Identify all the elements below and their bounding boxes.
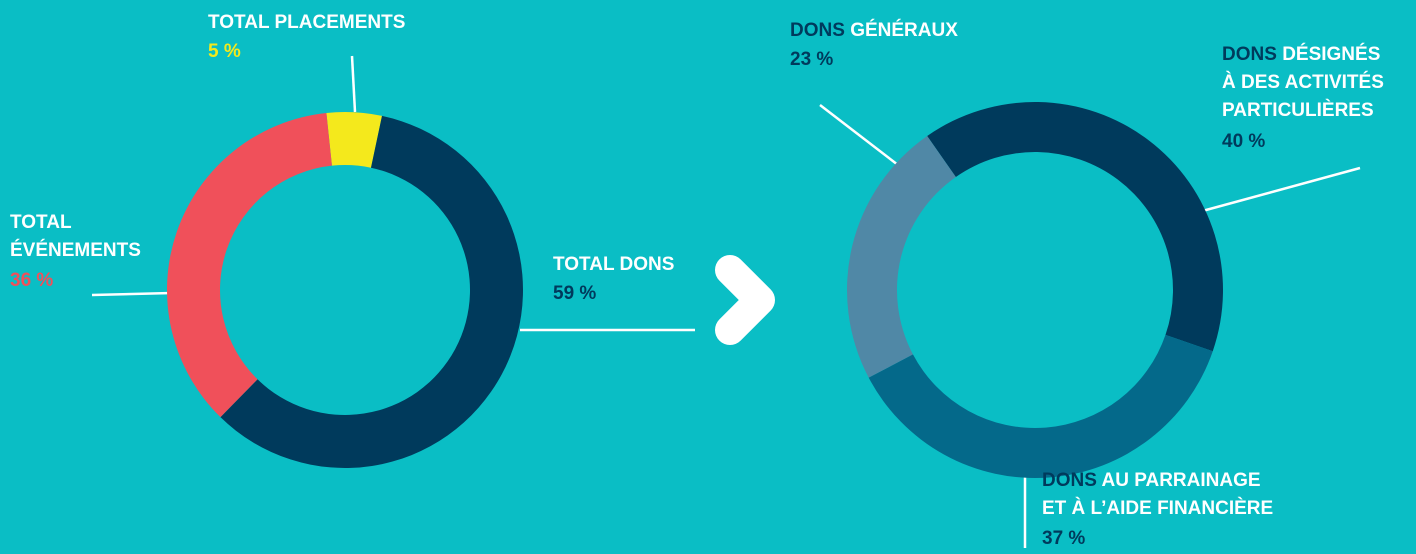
donut-slice [927, 102, 1223, 352]
label-part: ET À L’AIDE FINANCIÈRE [1042, 497, 1273, 519]
slice-label: ÉVÉNEMENTS [10, 239, 141, 261]
value-label: 40 % [1222, 131, 1265, 152]
leader-line [91, 291, 173, 297]
label-part: DONS [1042, 470, 1097, 491]
donut-slice [847, 135, 956, 378]
label-part: À DES ACTIVITÉS [1222, 71, 1384, 93]
value-label: 23 % [790, 49, 833, 70]
value-label: 37 % [1042, 528, 1085, 549]
label-part: DONS [1222, 44, 1277, 65]
leader-line [819, 104, 899, 166]
label-part: GÉNÉRAUX [850, 19, 958, 41]
arrow [715, 255, 775, 345]
label-part: DONS [790, 20, 845, 41]
leader-line [350, 55, 357, 113]
slice-label: TOTAL PLACEMENTS [208, 12, 405, 33]
label-part: TOTAL DONS [553, 254, 674, 275]
label-part: DÉSIGNÉS [1282, 43, 1380, 65]
slice-label: TOTAL DONS [553, 254, 674, 275]
slice-label: PARTICULIÈRES [1222, 99, 1374, 121]
value-label: 59 % [553, 283, 596, 304]
label-part: TOTAL PLACEMENTS [208, 12, 405, 33]
value-label: 36 % [10, 270, 53, 291]
donut-slice [326, 112, 383, 168]
label-part: ÉVÉNEMENTS [10, 239, 141, 261]
donut-slice [868, 334, 1213, 478]
leader-line [1194, 166, 1361, 215]
slice-label: DONS GÉNÉRAUX [790, 19, 958, 41]
value-label: 5 % [208, 41, 241, 62]
donut-slice [166, 112, 332, 418]
donut-slice [220, 115, 523, 469]
label-part: TOTAL [10, 212, 72, 233]
slice-label: DONS AU PARRAINAGE [1042, 470, 1261, 491]
slice-label: À DES ACTIVITÉS [1222, 71, 1384, 93]
label-part: AU PARRAINAGE [1101, 470, 1260, 491]
label-part: PARTICULIÈRES [1222, 99, 1374, 121]
slice-label: ET À L’AIDE FINANCIÈRE [1042, 497, 1273, 519]
slice-label: DONS DÉSIGNÉS [1222, 43, 1380, 65]
slice-label: TOTAL [10, 212, 72, 233]
